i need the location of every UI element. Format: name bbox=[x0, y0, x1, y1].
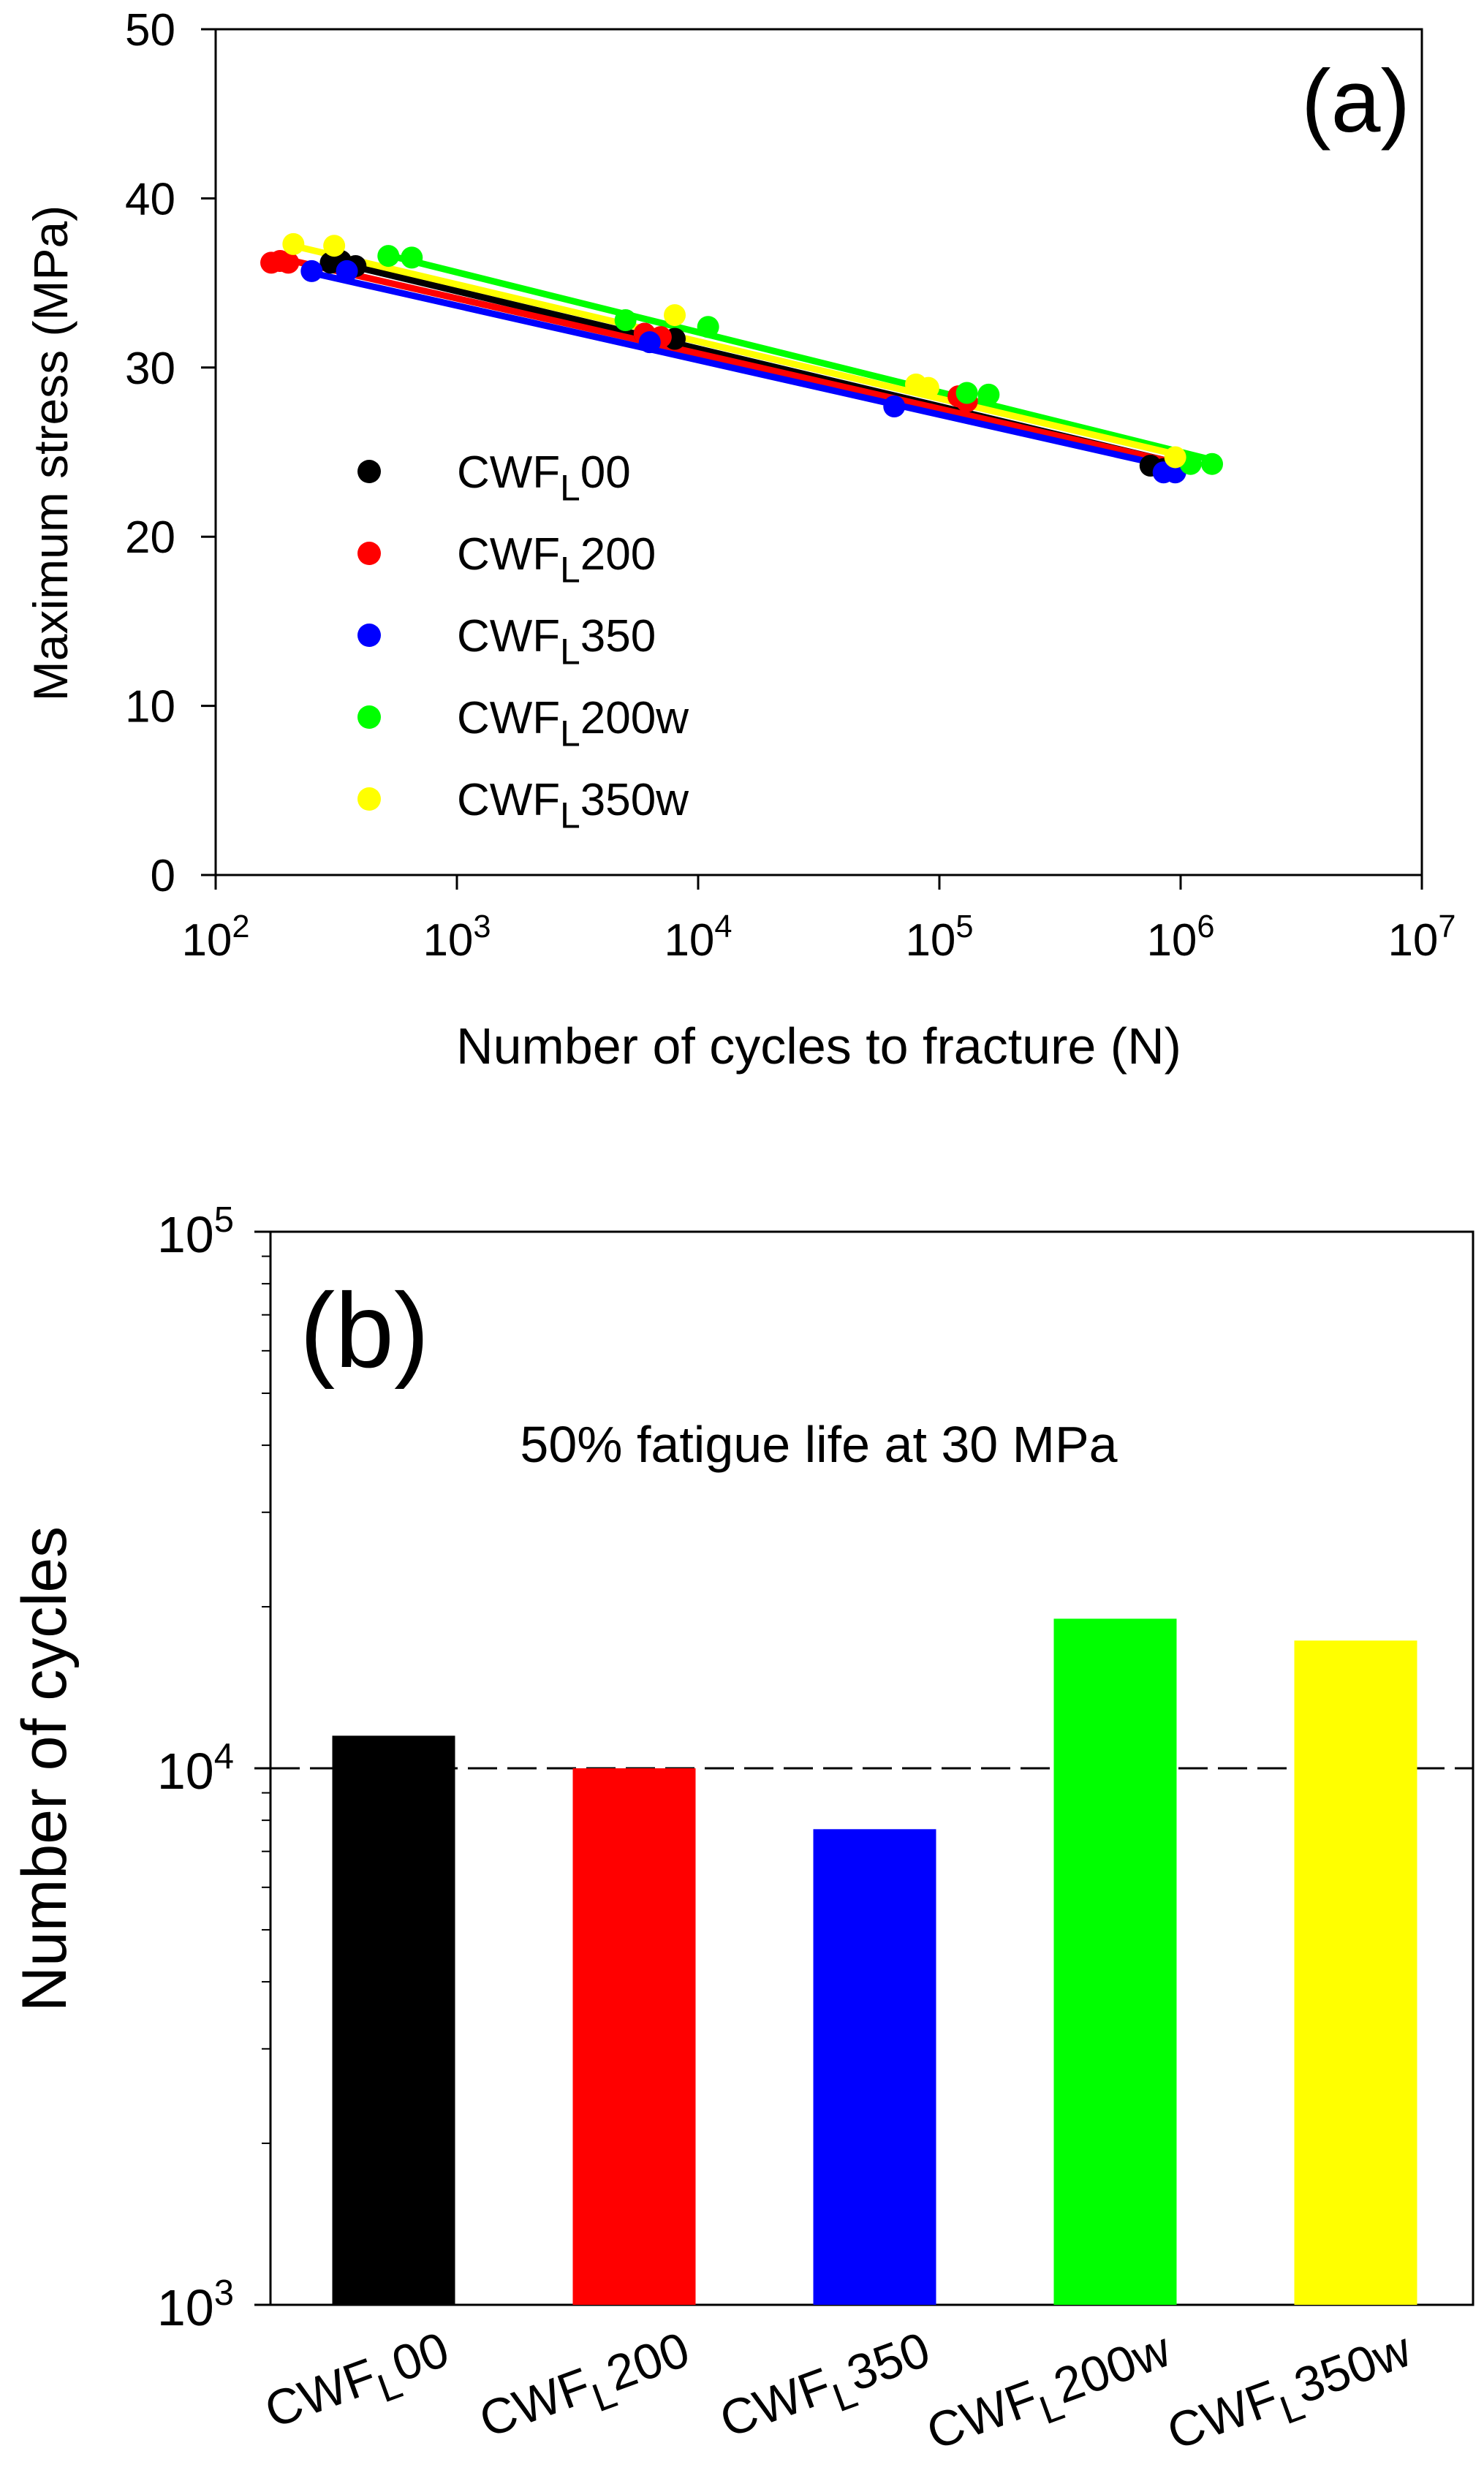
legend-label: CWFL00 bbox=[457, 447, 631, 508]
x-tick-label-a: 104 bbox=[664, 909, 732, 966]
x-tick-label-b: CWFL200w bbox=[920, 2321, 1182, 2471]
data-point bbox=[917, 376, 939, 399]
legend-label: CWFL200 bbox=[457, 529, 656, 590]
bar bbox=[1053, 1618, 1177, 2305]
x-axis-a: 102 103 104 105 106 107 bbox=[181, 875, 1456, 966]
fit-line bbox=[292, 242, 1182, 459]
legend-marker bbox=[357, 624, 381, 647]
bar bbox=[1294, 1640, 1417, 2305]
data-point bbox=[336, 260, 358, 282]
y-tick-label-b: 104 bbox=[157, 1737, 234, 1800]
y-tick-label-a: 30 bbox=[125, 344, 175, 394]
data-point bbox=[277, 251, 300, 274]
x-tick-label-a: 107 bbox=[1388, 909, 1455, 966]
x-tick-label-a: 102 bbox=[181, 909, 249, 966]
data-points-a bbox=[260, 232, 1224, 484]
x-tick-label-b: CWFL350w bbox=[1160, 2321, 1423, 2471]
y-tick-label-a: 50 bbox=[125, 5, 175, 56]
bar bbox=[813, 1829, 936, 2305]
legend-marker bbox=[357, 460, 381, 483]
legend-label: CWFL350w bbox=[457, 775, 689, 836]
data-point bbox=[282, 232, 305, 255]
panel-label-a: (a) bbox=[1301, 51, 1410, 151]
bars-b bbox=[332, 1618, 1417, 2305]
y-tick-label-a: 40 bbox=[125, 174, 175, 224]
plot-frame-a bbox=[214, 28, 1423, 876]
data-point bbox=[1164, 446, 1186, 469]
data-point bbox=[638, 331, 661, 354]
data-point bbox=[955, 382, 978, 404]
bar bbox=[572, 1768, 696, 2305]
data-point bbox=[977, 383, 1000, 406]
bar bbox=[332, 1735, 455, 2305]
data-point bbox=[377, 245, 400, 268]
chart-title-b: 50% fatigue life at 30 MPa bbox=[520, 1416, 1117, 1473]
y-tick-label-a: 20 bbox=[125, 512, 175, 563]
legend-marker bbox=[357, 542, 381, 565]
x-tick-label-a: 103 bbox=[423, 909, 491, 966]
x-tick-label-b: CWFL200 bbox=[472, 2322, 700, 2460]
y-axis-title-b: Number of cycles bbox=[10, 1526, 80, 2012]
fit-lines-a bbox=[270, 242, 1209, 473]
legend-marker bbox=[357, 705, 381, 729]
x-tick-label-a: 106 bbox=[1146, 909, 1214, 966]
y-axis-title-a: Maximum stress (MPa) bbox=[23, 205, 77, 701]
fit-line bbox=[383, 251, 1209, 463]
legend-a: CWFL00 CWFL200 CWFL350 CWFL200w CWFL350w bbox=[357, 447, 689, 836]
y-tick-label-b: 105 bbox=[157, 1200, 234, 1263]
y-axis-b: 103 104 105 bbox=[157, 1200, 270, 2336]
panel-label-b: (b) bbox=[300, 1271, 429, 1390]
data-point bbox=[300, 260, 323, 282]
data-point bbox=[323, 235, 346, 257]
data-point bbox=[697, 316, 719, 338]
legend-label: CWFL200w bbox=[457, 693, 689, 754]
data-point bbox=[664, 304, 686, 327]
data-point bbox=[401, 246, 423, 269]
legend-marker bbox=[357, 787, 381, 811]
fit-line bbox=[311, 269, 1181, 473]
data-point bbox=[1201, 452, 1224, 475]
x-axis-title-a: Number of cycles to fracture (N) bbox=[456, 1018, 1181, 1075]
data-point bbox=[614, 309, 637, 332]
fit-line bbox=[270, 252, 1182, 468]
x-tick-label-b: CWFL00 bbox=[258, 2322, 460, 2450]
y-tick-label-a: 10 bbox=[125, 682, 175, 732]
y-axis-a: 0 10 20 30 40 50 bbox=[125, 5, 216, 901]
y-tick-label-b: 103 bbox=[157, 2273, 234, 2336]
y-tick-label-a: 0 bbox=[151, 851, 175, 901]
x-tick-label-a: 105 bbox=[905, 909, 973, 966]
data-point bbox=[883, 395, 906, 418]
legend-label: CWFL350 bbox=[457, 611, 656, 672]
x-tick-label-b: CWFL350 bbox=[713, 2322, 941, 2460]
